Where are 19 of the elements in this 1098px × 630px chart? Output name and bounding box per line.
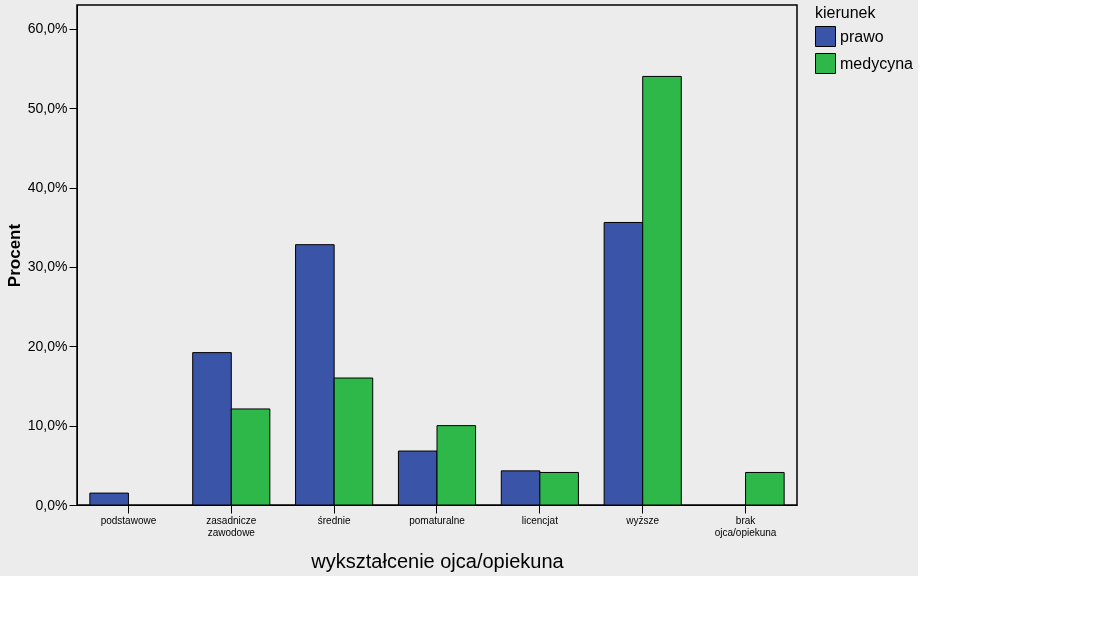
y-tick-label: 0,0% <box>35 496 68 513</box>
legend-label: prawo <box>840 27 884 45</box>
x-tick-label: brak ojca/opiekuna <box>714 514 777 538</box>
y-tick-label: 60,0% <box>27 20 68 37</box>
x-axis-title: wykształcenie ojca/opiekuna <box>310 549 565 572</box>
legend-title: kierunek <box>815 4 877 21</box>
y-tick-label: 50,0% <box>27 99 68 116</box>
y-tick-label: 30,0% <box>27 258 68 275</box>
x-tick-label: zasadnicze zawodowe <box>206 514 257 538</box>
legend-label: medycyna <box>840 54 914 72</box>
x-tick-label: średnie <box>317 514 351 526</box>
x-tick-label: pomaturalne <box>409 514 466 526</box>
y-tick-label: 10,0% <box>27 417 68 434</box>
x-tick-label: licencjat <box>521 514 559 526</box>
y-tick-label: 20,0% <box>27 337 68 354</box>
x-tick-label: podstawowe <box>100 514 157 526</box>
y-axis-title: Procent <box>4 223 24 288</box>
y-tick-label: 40,0% <box>27 179 68 196</box>
x-tick-label: wyższe <box>625 514 660 526</box>
